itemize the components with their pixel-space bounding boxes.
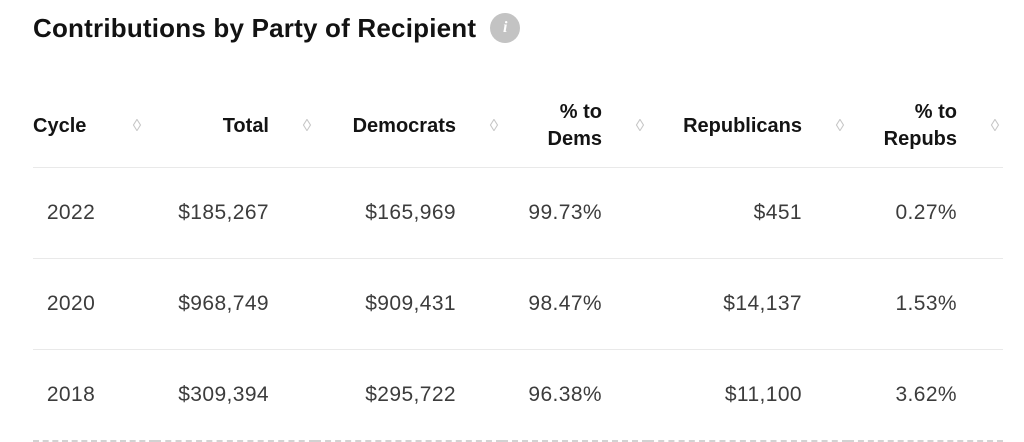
cell-cycle: 2020 [33,258,155,350]
column-header-total[interactable]: Total ◊ [155,85,315,168]
column-label-democrats: Democrats [352,114,456,137]
column-label-cycle: Cycle [33,114,87,137]
contributions-table: Cycle ◊ Total ◊ Democrats ◊ [33,85,1003,442]
table-row-2020: 2020 $968,749 $909,431 98.47% $14,137 1.… [33,258,1003,350]
cell-pct-to-repubs: 0.27% [848,167,1003,259]
column-label-pct-to-repubs: % to Repubs [883,101,957,150]
column-header-cycle[interactable]: Cycle ◊ [33,85,155,168]
column-label-total: Total [222,114,269,137]
cell-pct-to-repubs: 1.53% [848,258,1003,350]
cell-democrats: $165,969 [315,167,502,259]
cell-republicans: $11,100 [648,349,848,442]
cell-total: $309,394 [155,349,315,442]
cell-pct-to-repubs: 3.62% [848,349,1003,442]
sort-icon[interactable]: ◊ [302,115,312,135]
cell-pct-to-dems: 98.47% [502,258,648,350]
cell-republicans: $451 [648,167,848,259]
cell-democrats: $295,722 [315,349,502,442]
sort-icon[interactable]: ◊ [990,115,1000,135]
column-label-pct-to-dems: % to Dems [547,101,602,150]
sort-icon[interactable]: ◊ [835,115,845,135]
info-icon[interactable]: i [490,13,521,43]
sort-icon[interactable]: ◊ [132,115,142,135]
section-header: Contributions by Party of Recipient i [33,12,1003,85]
cell-republicans: $14,137 [648,258,848,350]
cell-pct-to-dems: 96.38% [502,349,648,442]
section-title: Contributions by Party of Recipient [33,13,477,43]
cell-democrats: $909,431 [315,258,502,350]
cell-total: $968,749 [155,258,315,350]
header-row: Cycle ◊ Total ◊ Democrats ◊ [33,85,1003,168]
cell-cycle: 2018 [33,349,155,442]
table-row-2018: 2018 $309,394 $295,722 96.38% $11,100 3.… [33,349,1003,442]
column-header-democrats[interactable]: Democrats ◊ [315,85,502,168]
cell-total: $185,267 [155,167,315,259]
column-header-republicans[interactable]: Republicans ◊ [648,85,848,168]
sort-icon[interactable]: ◊ [489,115,499,135]
cell-cycle: 2022 [33,167,155,259]
sort-icon[interactable]: ◊ [635,115,645,135]
column-header-pct-to-repubs[interactable]: % to Repubs ◊ [848,85,1003,168]
column-header-pct-to-dems[interactable]: % to Dems ◊ [502,85,648,168]
cell-pct-to-dems: 99.73% [502,167,648,259]
column-label-republicans: Republicans [683,114,802,137]
table-row-2022: 2022 $185,267 $165,969 99.73% $451 0.27% [33,167,1003,259]
